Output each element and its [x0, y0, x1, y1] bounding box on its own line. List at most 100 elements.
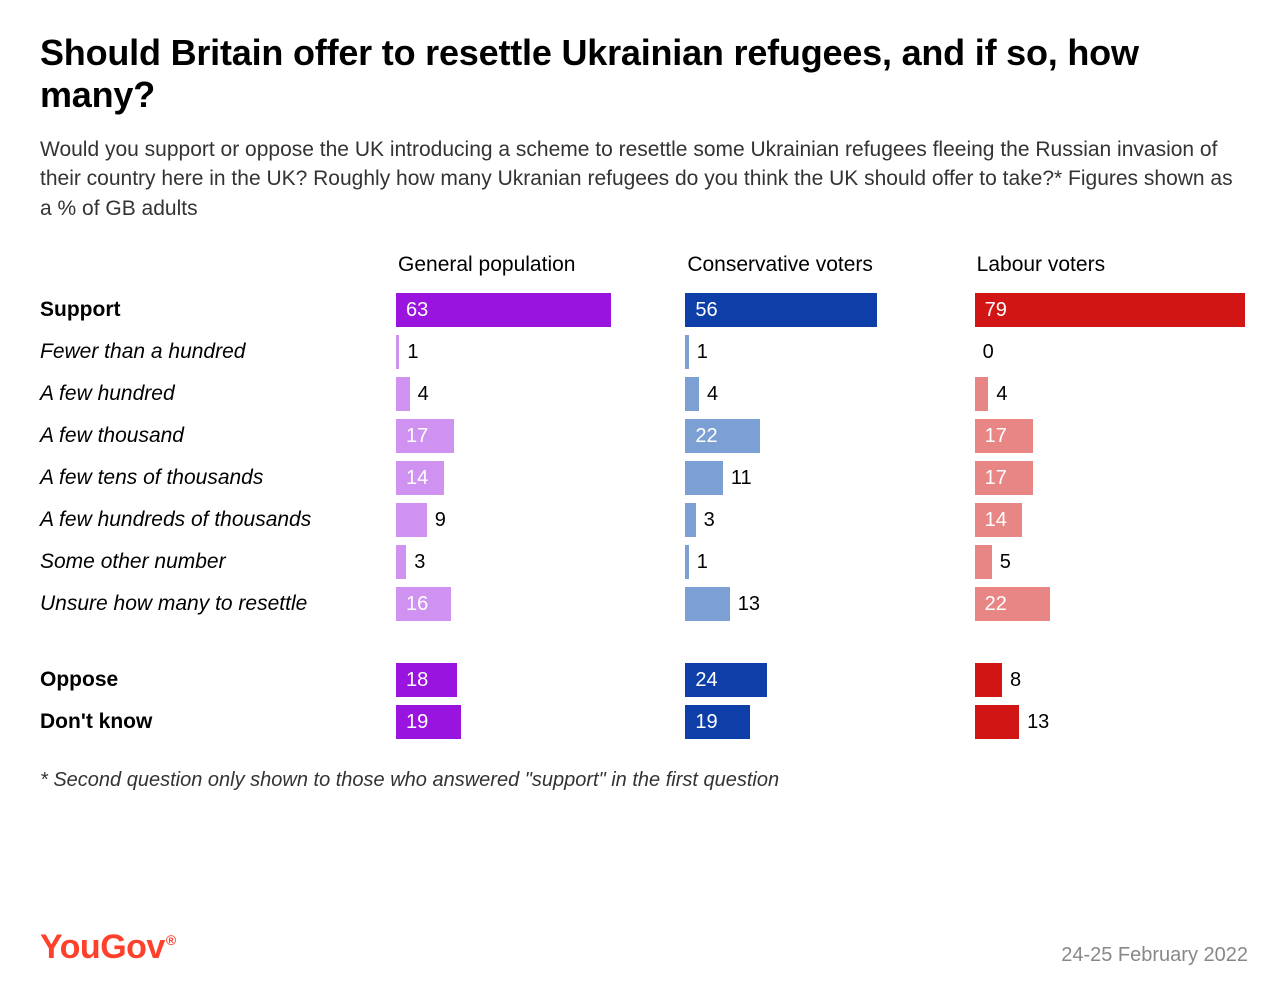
bar-cell: 17: [975, 457, 1248, 499]
bar-cell: 13: [685, 583, 958, 625]
logo-registered: ®: [165, 928, 176, 948]
bar-cell: 22: [685, 415, 958, 457]
row-label: A few tens of thousands: [40, 457, 380, 499]
bar: [396, 377, 410, 411]
bar: 17: [396, 419, 454, 453]
bar-value: 22: [975, 593, 1007, 616]
row-label: Some other number: [40, 541, 380, 583]
bar-value: 19: [685, 711, 717, 734]
bar-cell: 14: [975, 499, 1248, 541]
bar: 14: [396, 461, 444, 495]
row-label: Fewer than a hundred: [40, 331, 380, 373]
bar: [685, 377, 699, 411]
row-label: Support: [40, 289, 380, 331]
bar: [685, 461, 723, 495]
bar-cell: 8: [975, 659, 1248, 701]
bar-cell: 4: [685, 373, 958, 415]
yougov-logo: YouGov®: [40, 928, 176, 967]
panel-header: Labour voters: [975, 253, 1248, 289]
footer: YouGov® 24-25 February 2022: [40, 928, 1248, 967]
bar: 18: [396, 663, 457, 697]
bar-value: 13: [730, 593, 760, 616]
bar-value: 4: [699, 383, 718, 406]
bar-cell: 5: [975, 541, 1248, 583]
bar-value: 16: [396, 593, 428, 616]
bar-cell: 3: [685, 499, 958, 541]
bar-cell: 19: [685, 701, 958, 743]
bar-value: 79: [975, 299, 1007, 322]
bar-value: 0: [975, 341, 994, 364]
bar-value: 14: [975, 509, 1007, 532]
bar: 24: [685, 663, 767, 697]
bar-cell: 0: [975, 331, 1248, 373]
bar-value: 17: [975, 467, 1007, 490]
bar-chart: General population Conservative voters Lab…: [40, 253, 1248, 743]
bar-value: 4: [988, 383, 1007, 406]
bar: [685, 503, 695, 537]
bar-cell: 79: [975, 289, 1248, 331]
bar-cell: 13: [975, 701, 1248, 743]
bar: [396, 335, 399, 369]
row-gap: [685, 625, 958, 659]
bar-value: 18: [396, 669, 428, 692]
bar-value: 17: [975, 425, 1007, 448]
bar: [975, 545, 992, 579]
bar-cell: 9: [396, 499, 669, 541]
bar-cell: 1: [685, 541, 958, 583]
bar: [396, 545, 406, 579]
row-gap: [975, 625, 1248, 659]
bar-cell: 4: [975, 373, 1248, 415]
bar: 17: [975, 461, 1033, 495]
bar: [396, 503, 427, 537]
chart-subtitle: Would you support or oppose the UK intro…: [40, 135, 1240, 223]
bar: 56: [685, 293, 876, 327]
bar-cell: 56: [685, 289, 958, 331]
bar-cell: 1: [396, 331, 669, 373]
row-label: A few thousand: [40, 415, 380, 457]
chart-title: Should Britain offer to resettle Ukraini…: [40, 32, 1248, 117]
bar: [685, 335, 688, 369]
bar-cell: 17: [975, 415, 1248, 457]
panel-header: Conservative voters: [685, 253, 958, 289]
logo-text: YouGov: [40, 928, 165, 967]
label-column-header: [40, 253, 380, 289]
bar-value: 1: [689, 551, 708, 574]
bar-cell: 3: [396, 541, 669, 583]
chart-footnote: * Second question only shown to those wh…: [40, 769, 1248, 792]
bar-cell: 4: [396, 373, 669, 415]
bar-value: 1: [399, 341, 418, 364]
bar-value: 8: [1002, 669, 1021, 692]
bar-value: 22: [685, 425, 717, 448]
row-label: A few hundred: [40, 373, 380, 415]
bar-cell: 16: [396, 583, 669, 625]
bar-value: 5: [992, 551, 1011, 574]
bar-value: 19: [396, 711, 428, 734]
bar: 14: [975, 503, 1023, 537]
bar-value: 9: [427, 509, 446, 532]
bar-value: 63: [396, 299, 428, 322]
row-gap: [396, 625, 669, 659]
bar-cell: 22: [975, 583, 1248, 625]
row-gap: [40, 625, 380, 659]
panel-header: General population: [396, 253, 669, 289]
bar-cell: 11: [685, 457, 958, 499]
bar-value: 56: [685, 299, 717, 322]
bar-cell: 63: [396, 289, 669, 331]
bar-cell: 18: [396, 659, 669, 701]
row-label: Oppose: [40, 659, 380, 701]
bar: [975, 663, 1002, 697]
bar-value: 4: [410, 383, 429, 406]
bar: 19: [396, 705, 461, 739]
bar: [685, 587, 729, 621]
bar: 22: [685, 419, 760, 453]
bar: 19: [685, 705, 750, 739]
bar-value: 3: [406, 551, 425, 574]
bar: 22: [975, 587, 1050, 621]
bar-value: 3: [696, 509, 715, 532]
bar: [975, 705, 1019, 739]
bar-value: 24: [685, 669, 717, 692]
bar: [685, 545, 688, 579]
bar-cell: 19: [396, 701, 669, 743]
bar: 17: [975, 419, 1033, 453]
bar-value: 13: [1019, 711, 1049, 734]
